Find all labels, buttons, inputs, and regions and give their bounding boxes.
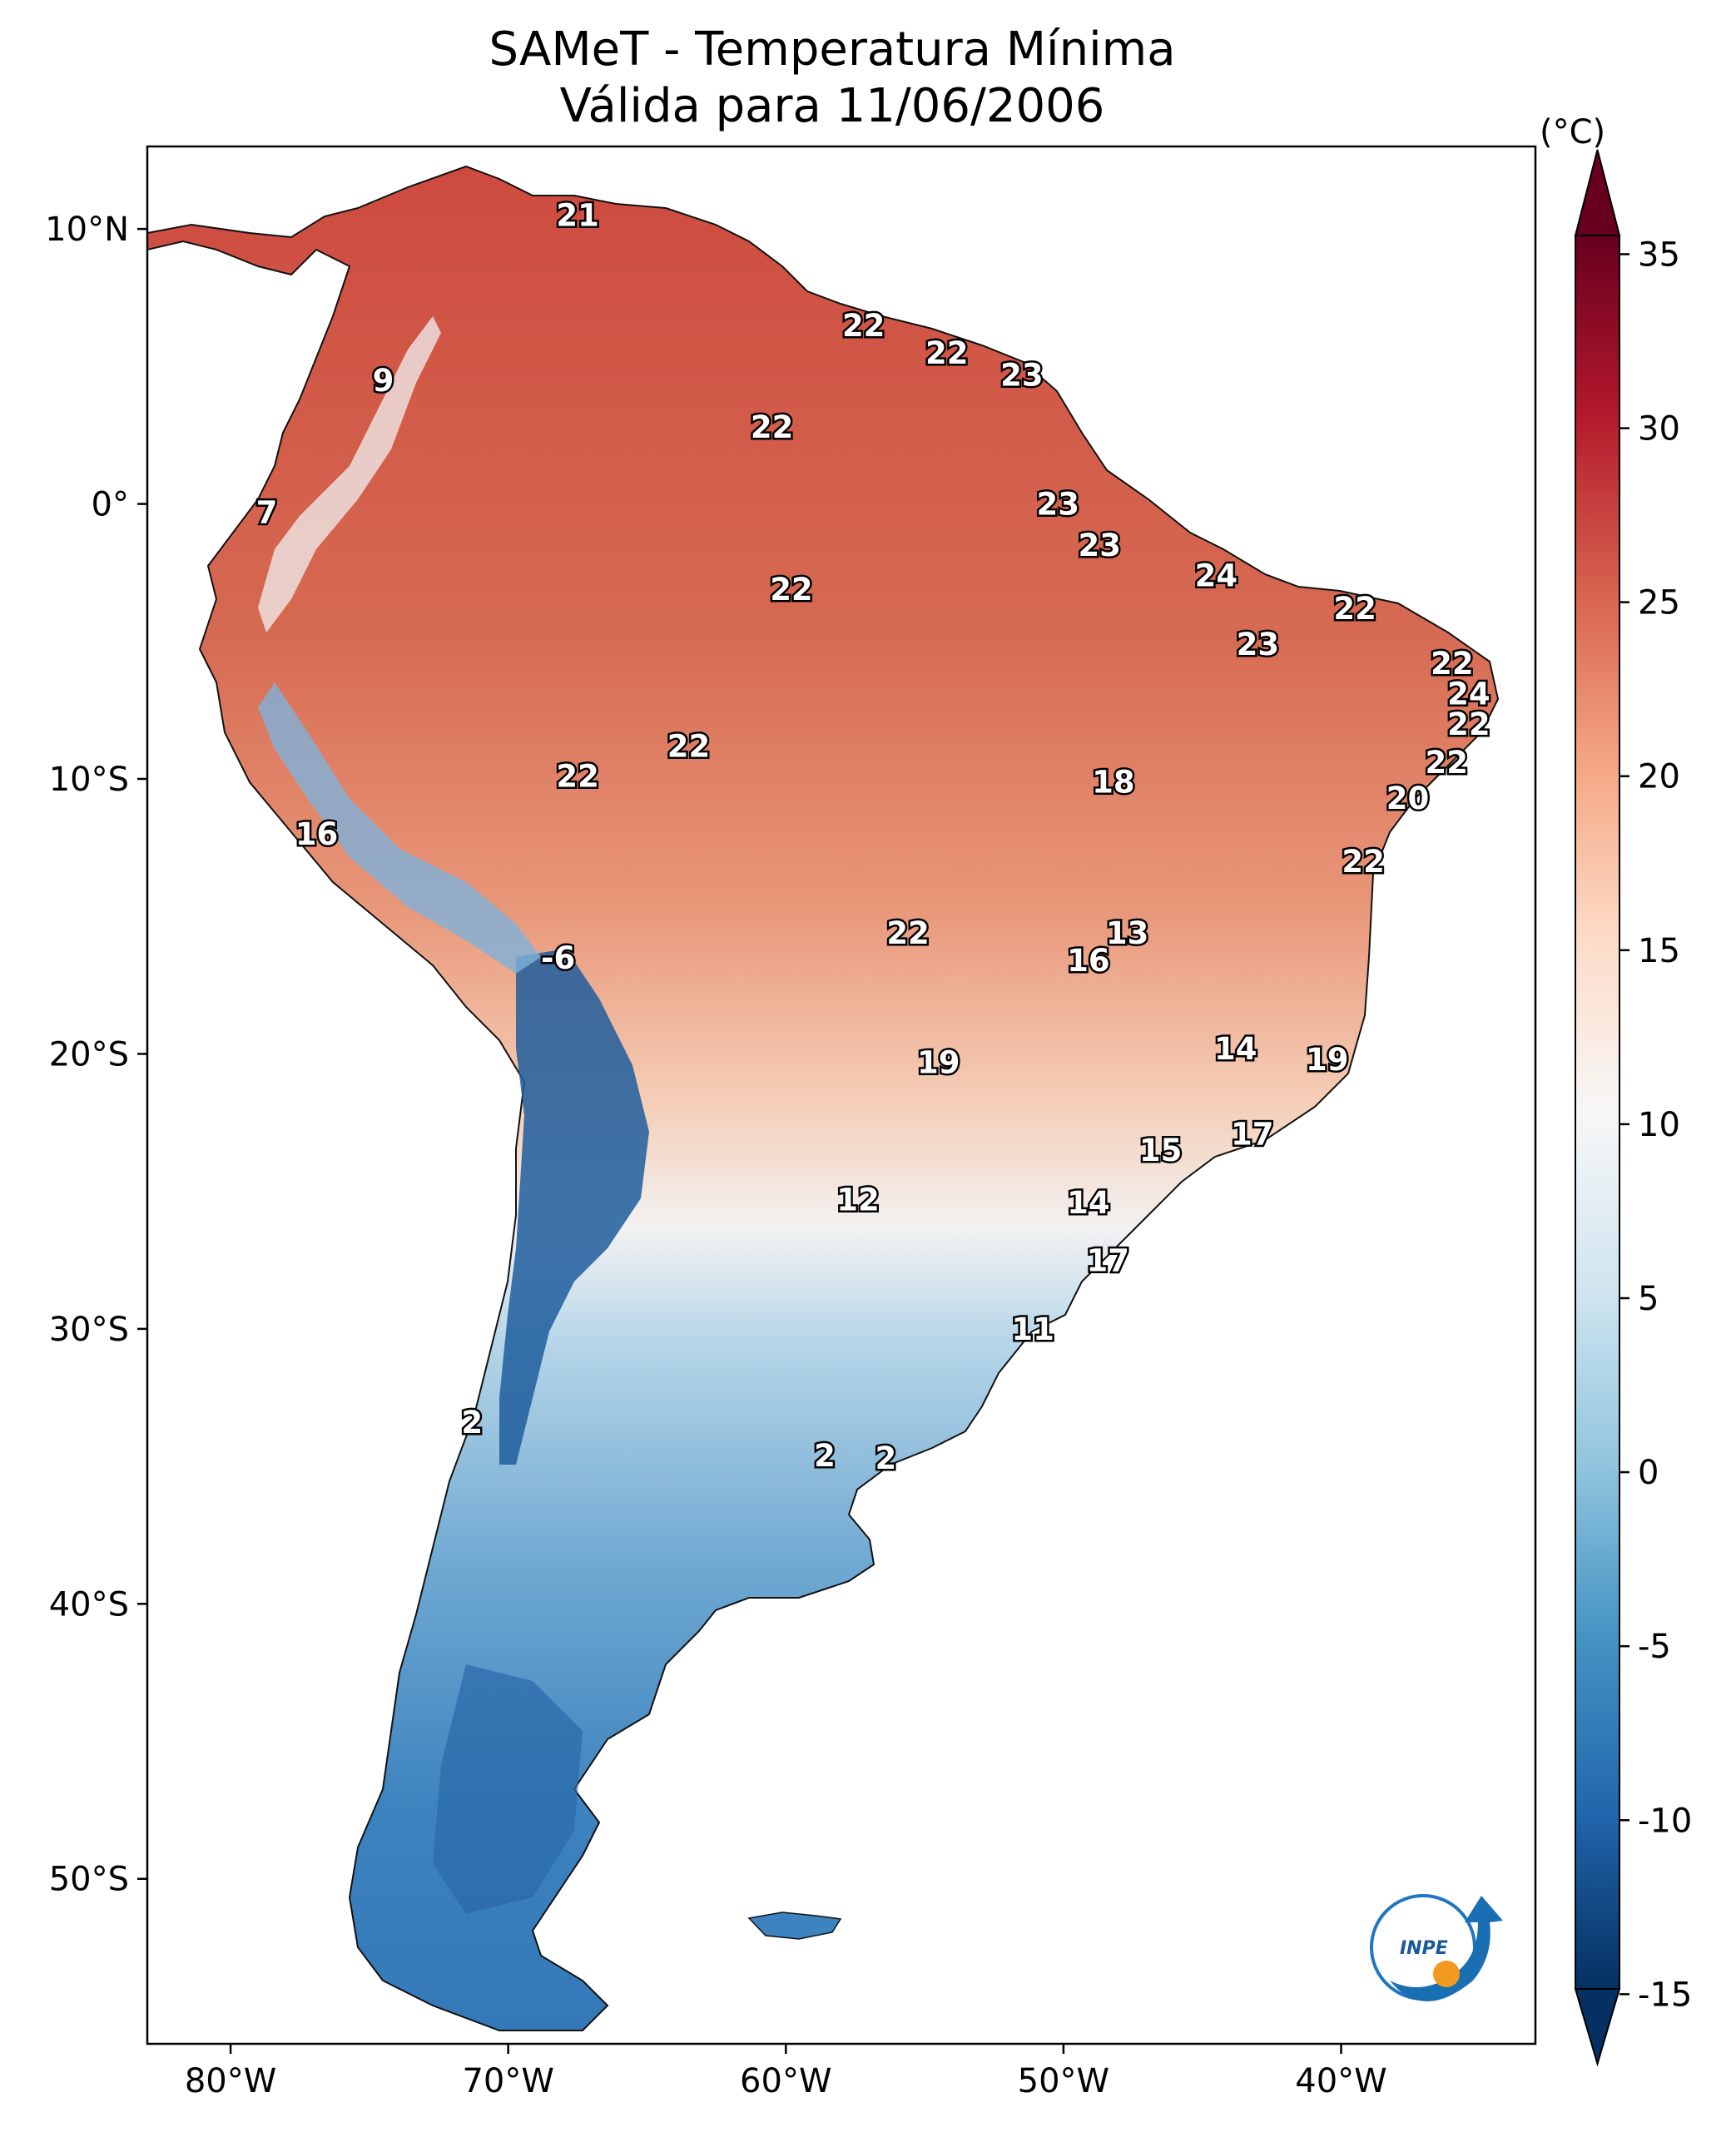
- station-value-label: 23: [1000, 357, 1044, 393]
- map-frame: [146, 145, 1537, 2045]
- colorbar-tick-label: 35: [1638, 236, 1680, 274]
- colorbar-tick-label: 0: [1638, 1454, 1659, 1492]
- x-tick-label: 80°W: [185, 2062, 276, 2100]
- station-value-label: 22: [556, 759, 599, 795]
- station-value-label: 24: [1447, 677, 1490, 712]
- andes-cold-ridge: [499, 949, 649, 1465]
- station-value-label: 24: [1195, 558, 1238, 593]
- x-tick-label: 40°W: [1295, 2062, 1386, 2100]
- colorbar-body: [1575, 235, 1620, 1990]
- colorbar-tick-label: -10: [1638, 1802, 1692, 1840]
- x-tick-label: 60°W: [740, 2062, 831, 2100]
- colorbar-max-arrow: [1574, 149, 1621, 236]
- colorbar-tick-label: 10: [1638, 1106, 1680, 1144]
- station-value-label: 14: [1067, 1185, 1110, 1221]
- colorbar-min-arrow: [1574, 1988, 1621, 2067]
- station-value-label: 16: [1067, 943, 1110, 979]
- station-value-label: 22: [1342, 844, 1385, 880]
- station-value-label: 17: [1231, 1116, 1274, 1152]
- inpe-logo: INPE: [1370, 1894, 1503, 2001]
- station-value-label: 23: [1036, 487, 1079, 523]
- station-value-label: 7: [256, 494, 278, 530]
- logo-orange-dot: [1433, 1961, 1460, 1987]
- colorbar-tick-label: 30: [1638, 410, 1680, 449]
- station-value-label: 22: [1447, 707, 1490, 742]
- station-value-label: -6: [541, 940, 575, 976]
- station-value-label: 9: [373, 363, 394, 399]
- station-value-label: 19: [1306, 1042, 1349, 1078]
- station-value-label: 21: [556, 198, 599, 234]
- y-tick-label: 50°S: [49, 1861, 129, 1899]
- station-value-label: 17: [1087, 1242, 1130, 1278]
- station-value-label: 2: [461, 1405, 483, 1440]
- station-value-label: 23: [1078, 528, 1121, 563]
- colorbar-tick-label: 20: [1638, 758, 1680, 796]
- latitude-axis: 10°N 0° 10°S 20°S 30°S 40°S 50°S: [45, 211, 147, 1899]
- x-tick-label: 50°W: [1018, 2062, 1109, 2100]
- station-value-label: 20: [1386, 781, 1430, 816]
- station-value-label: 12: [836, 1183, 880, 1218]
- x-tick-label: 70°W: [462, 2062, 553, 2100]
- colorbar-ticks: 35 30 25 20 15 10 5 0 -5 -10 -15: [1619, 236, 1692, 2014]
- station-value-label: 22: [886, 915, 930, 951]
- station-value-label: 22: [751, 409, 794, 445]
- colorbar: (°C) 35 30 25 20 15 10 5 0 -5 -10 -15: [1540, 113, 1692, 2067]
- station-value-label: 22: [1431, 646, 1474, 682]
- station-value-label: 22: [770, 572, 813, 607]
- station-value-label: 16: [295, 816, 339, 852]
- station-value-label: 23: [1237, 627, 1280, 662]
- south-america-landmass: [147, 165, 1500, 2031]
- station-value-label: 19: [917, 1044, 960, 1080]
- logo-swoosh: [1390, 1896, 1503, 2001]
- continent-shape: [147, 165, 1500, 2031]
- station-value-label: 14: [1214, 1031, 1257, 1067]
- station-value-label: 18: [1092, 764, 1135, 800]
- y-tick-label: 0°: [92, 486, 129, 524]
- station-value-label: 15: [1139, 1133, 1183, 1168]
- y-tick-label: 40°S: [49, 1585, 129, 1624]
- y-tick-label: 10°S: [49, 761, 129, 799]
- map-title: SAMeT - Temperatura Mínima: [489, 22, 1176, 77]
- colorbar-unit-label: (°C): [1540, 113, 1605, 151]
- colorbar-tick-label: 15: [1638, 932, 1680, 970]
- northern-andes-cool-strip: [258, 316, 441, 632]
- station-value-label: 22: [1333, 591, 1376, 627]
- station-value-label: 11: [1011, 1312, 1054, 1347]
- falkland-islands: [747, 1912, 842, 1940]
- station-value-label: 22: [667, 728, 711, 764]
- y-tick-label: 20°S: [49, 1035, 129, 1074]
- patagonia-cold-area: [433, 1664, 583, 1914]
- y-tick-label: 10°N: [45, 211, 129, 249]
- colorbar-tick-label: 25: [1638, 584, 1680, 622]
- peru-andes-cool-strip: [258, 682, 541, 974]
- logo-text: INPE: [1400, 1938, 1448, 1959]
- station-value-label: 2: [875, 1440, 897, 1476]
- map-subtitle: Válida para 11/06/2006: [559, 79, 1105, 133]
- y-tick-label: 30°S: [49, 1311, 129, 1349]
- colorbar-tick-label: -15: [1638, 1976, 1692, 2014]
- station-value-label: 22: [842, 308, 885, 344]
- longitude-axis: 80°W 70°W 60°W 50°W 40°W: [185, 2044, 1387, 2100]
- station-value-label: 22: [925, 335, 969, 371]
- station-value-label: 22: [1425, 745, 1468, 781]
- colorbar-tick-label: -5: [1638, 1628, 1671, 1666]
- colorbar-tick-label: 5: [1638, 1280, 1659, 1318]
- station-value-label: 13: [1106, 915, 1149, 951]
- station-value-label: 2: [814, 1438, 836, 1474]
